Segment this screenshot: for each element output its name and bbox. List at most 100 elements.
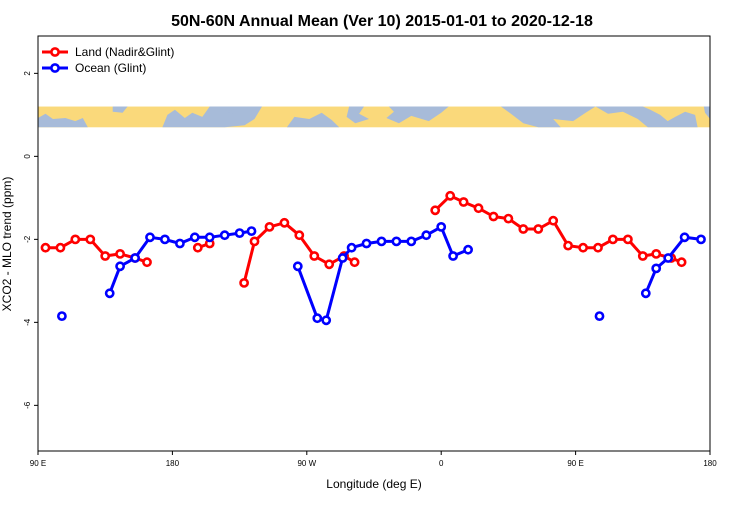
data-point bbox=[239, 277, 249, 288]
data-point bbox=[249, 236, 260, 247]
data-point bbox=[115, 261, 125, 272]
data-point bbox=[651, 248, 662, 259]
x-tick-label: 90 W bbox=[297, 459, 316, 468]
data-point bbox=[376, 236, 387, 247]
map-ocean-area bbox=[112, 106, 128, 113]
series-land bbox=[40, 190, 687, 288]
legend-marker bbox=[50, 63, 60, 73]
y-tick-label: -4 bbox=[23, 318, 32, 326]
data-point bbox=[518, 224, 529, 234]
data-point bbox=[279, 217, 290, 228]
data-point bbox=[548, 215, 559, 226]
data-point bbox=[337, 253, 348, 263]
y-tick-label: -2 bbox=[23, 235, 32, 243]
data-point bbox=[219, 230, 230, 241]
data-point bbox=[533, 224, 544, 234]
data-point bbox=[159, 234, 170, 245]
map-strip bbox=[38, 106, 710, 128]
data-point bbox=[324, 259, 335, 270]
data-point bbox=[57, 311, 67, 321]
data-point bbox=[292, 261, 303, 272]
data-point bbox=[40, 242, 51, 253]
data-point bbox=[309, 251, 320, 261]
data-point bbox=[640, 288, 651, 299]
data-point bbox=[349, 257, 360, 268]
data-point bbox=[55, 242, 66, 253]
data-point bbox=[234, 228, 245, 238]
data-point bbox=[679, 232, 690, 243]
data-point bbox=[463, 244, 473, 255]
data-point bbox=[488, 211, 499, 222]
axes: 90 E 180 90 W 0 90 E 180 2 0 -2 -4 -6 bbox=[23, 71, 717, 468]
data-point bbox=[346, 242, 357, 253]
data-point bbox=[676, 257, 687, 268]
map-ocean-area bbox=[703, 106, 710, 119]
data-point bbox=[593, 242, 603, 253]
data-point bbox=[189, 232, 200, 243]
data-point bbox=[145, 232, 155, 243]
data-point bbox=[391, 236, 402, 247]
data-point bbox=[430, 205, 441, 216]
x-axis-label: Longitude (deg E) bbox=[326, 477, 421, 491]
data-point bbox=[696, 234, 706, 245]
y-tick-label: -6 bbox=[23, 401, 32, 409]
y-tick-label: 2 bbox=[23, 71, 32, 76]
data-point bbox=[578, 242, 588, 253]
map-ocean-area bbox=[386, 106, 449, 124]
x-tick-label: 0 bbox=[439, 459, 444, 468]
series-layer bbox=[40, 190, 706, 326]
data-point bbox=[85, 234, 96, 245]
data-point bbox=[623, 234, 633, 245]
data-point bbox=[473, 203, 484, 214]
map-ocean-area bbox=[162, 106, 262, 128]
data-point bbox=[563, 240, 573, 251]
data-point bbox=[294, 230, 305, 241]
data-point bbox=[246, 226, 257, 236]
data-point bbox=[361, 238, 372, 249]
data-point bbox=[445, 190, 456, 201]
plot-frame bbox=[37, 35, 711, 452]
data-point bbox=[608, 234, 618, 245]
legend-marker bbox=[50, 47, 60, 57]
map-ocean-area bbox=[224, 109, 235, 114]
data-point bbox=[663, 253, 674, 263]
x-tick-label: 180 bbox=[166, 459, 180, 468]
data-point bbox=[594, 311, 605, 321]
map-ocean-area bbox=[500, 106, 698, 128]
data-point bbox=[321, 315, 332, 326]
data-point bbox=[448, 251, 458, 261]
data-point bbox=[70, 234, 81, 245]
x-tick-label: 90 E bbox=[567, 459, 583, 468]
legend: Land (Nadir&Glint) Ocean (Glint) bbox=[42, 45, 174, 75]
data-point bbox=[503, 213, 514, 224]
data-point bbox=[264, 221, 275, 232]
data-point bbox=[436, 221, 447, 232]
data-point bbox=[406, 236, 417, 247]
data-point bbox=[142, 257, 152, 268]
data-point bbox=[130, 253, 140, 263]
chart-title: 50N-60N Annual Mean (Ver 10) 2015-01-01 … bbox=[171, 13, 593, 30]
data-point bbox=[637, 251, 648, 261]
y-tick-label: 0 bbox=[23, 154, 32, 159]
data-point bbox=[104, 288, 115, 299]
data-point bbox=[100, 251, 111, 261]
data-point bbox=[421, 230, 432, 241]
x-tick-label: 90 E bbox=[30, 459, 46, 468]
data-point bbox=[651, 263, 662, 274]
map-ocean-area bbox=[286, 112, 340, 128]
series-ocean bbox=[57, 221, 706, 326]
y-axis-label: XCO2 - MLO trend (ppm) bbox=[0, 177, 14, 312]
map-ocean-area bbox=[346, 106, 369, 124]
data-point bbox=[115, 248, 125, 259]
map-ocean-area bbox=[38, 113, 88, 128]
data-point bbox=[458, 197, 469, 207]
legend-label: Land (Nadir&Glint) bbox=[75, 45, 174, 59]
data-point bbox=[204, 232, 215, 243]
data-point bbox=[192, 242, 203, 253]
x-tick-label: 180 bbox=[703, 459, 717, 468]
data-point bbox=[174, 238, 185, 249]
legend-label: Ocean (Glint) bbox=[75, 61, 146, 75]
data-point bbox=[312, 313, 323, 324]
